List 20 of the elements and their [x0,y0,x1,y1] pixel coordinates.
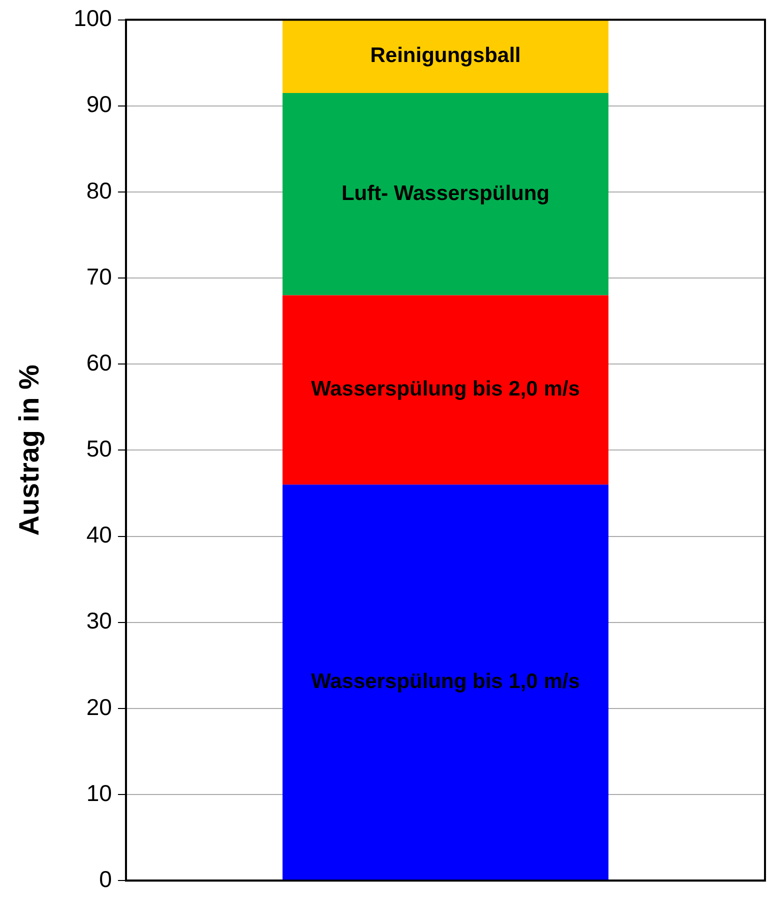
y-axis-title: Austrag in % [14,364,45,536]
bar [282,295,608,485]
series-label: Reinigungsball [370,44,521,68]
y-tick-label: 90 [86,91,112,118]
series-label: Wasserspülung bis 1,0 m/s [311,670,580,694]
y-tick-label: 20 [86,694,112,720]
y-tick-label: 80 [86,177,112,204]
bar [282,484,608,880]
y-tick-label: 50 [86,436,112,462]
y-tick-label: 10 [86,780,112,806]
bar [282,20,608,93]
y-tick-label: 70 [86,263,112,290]
y-tick-label: 40 [86,522,112,548]
y-tick-label: 60 [86,349,112,376]
series-label: Luft- Wasserspülung [341,182,550,205]
y-tick-label: 100 [74,5,112,32]
y-tick-label: 0 [99,866,112,892]
series-label: Wasserspülung bis 2,0 m/s [311,378,580,401]
bar [282,92,608,296]
y-tick-label: 30 [86,608,112,634]
